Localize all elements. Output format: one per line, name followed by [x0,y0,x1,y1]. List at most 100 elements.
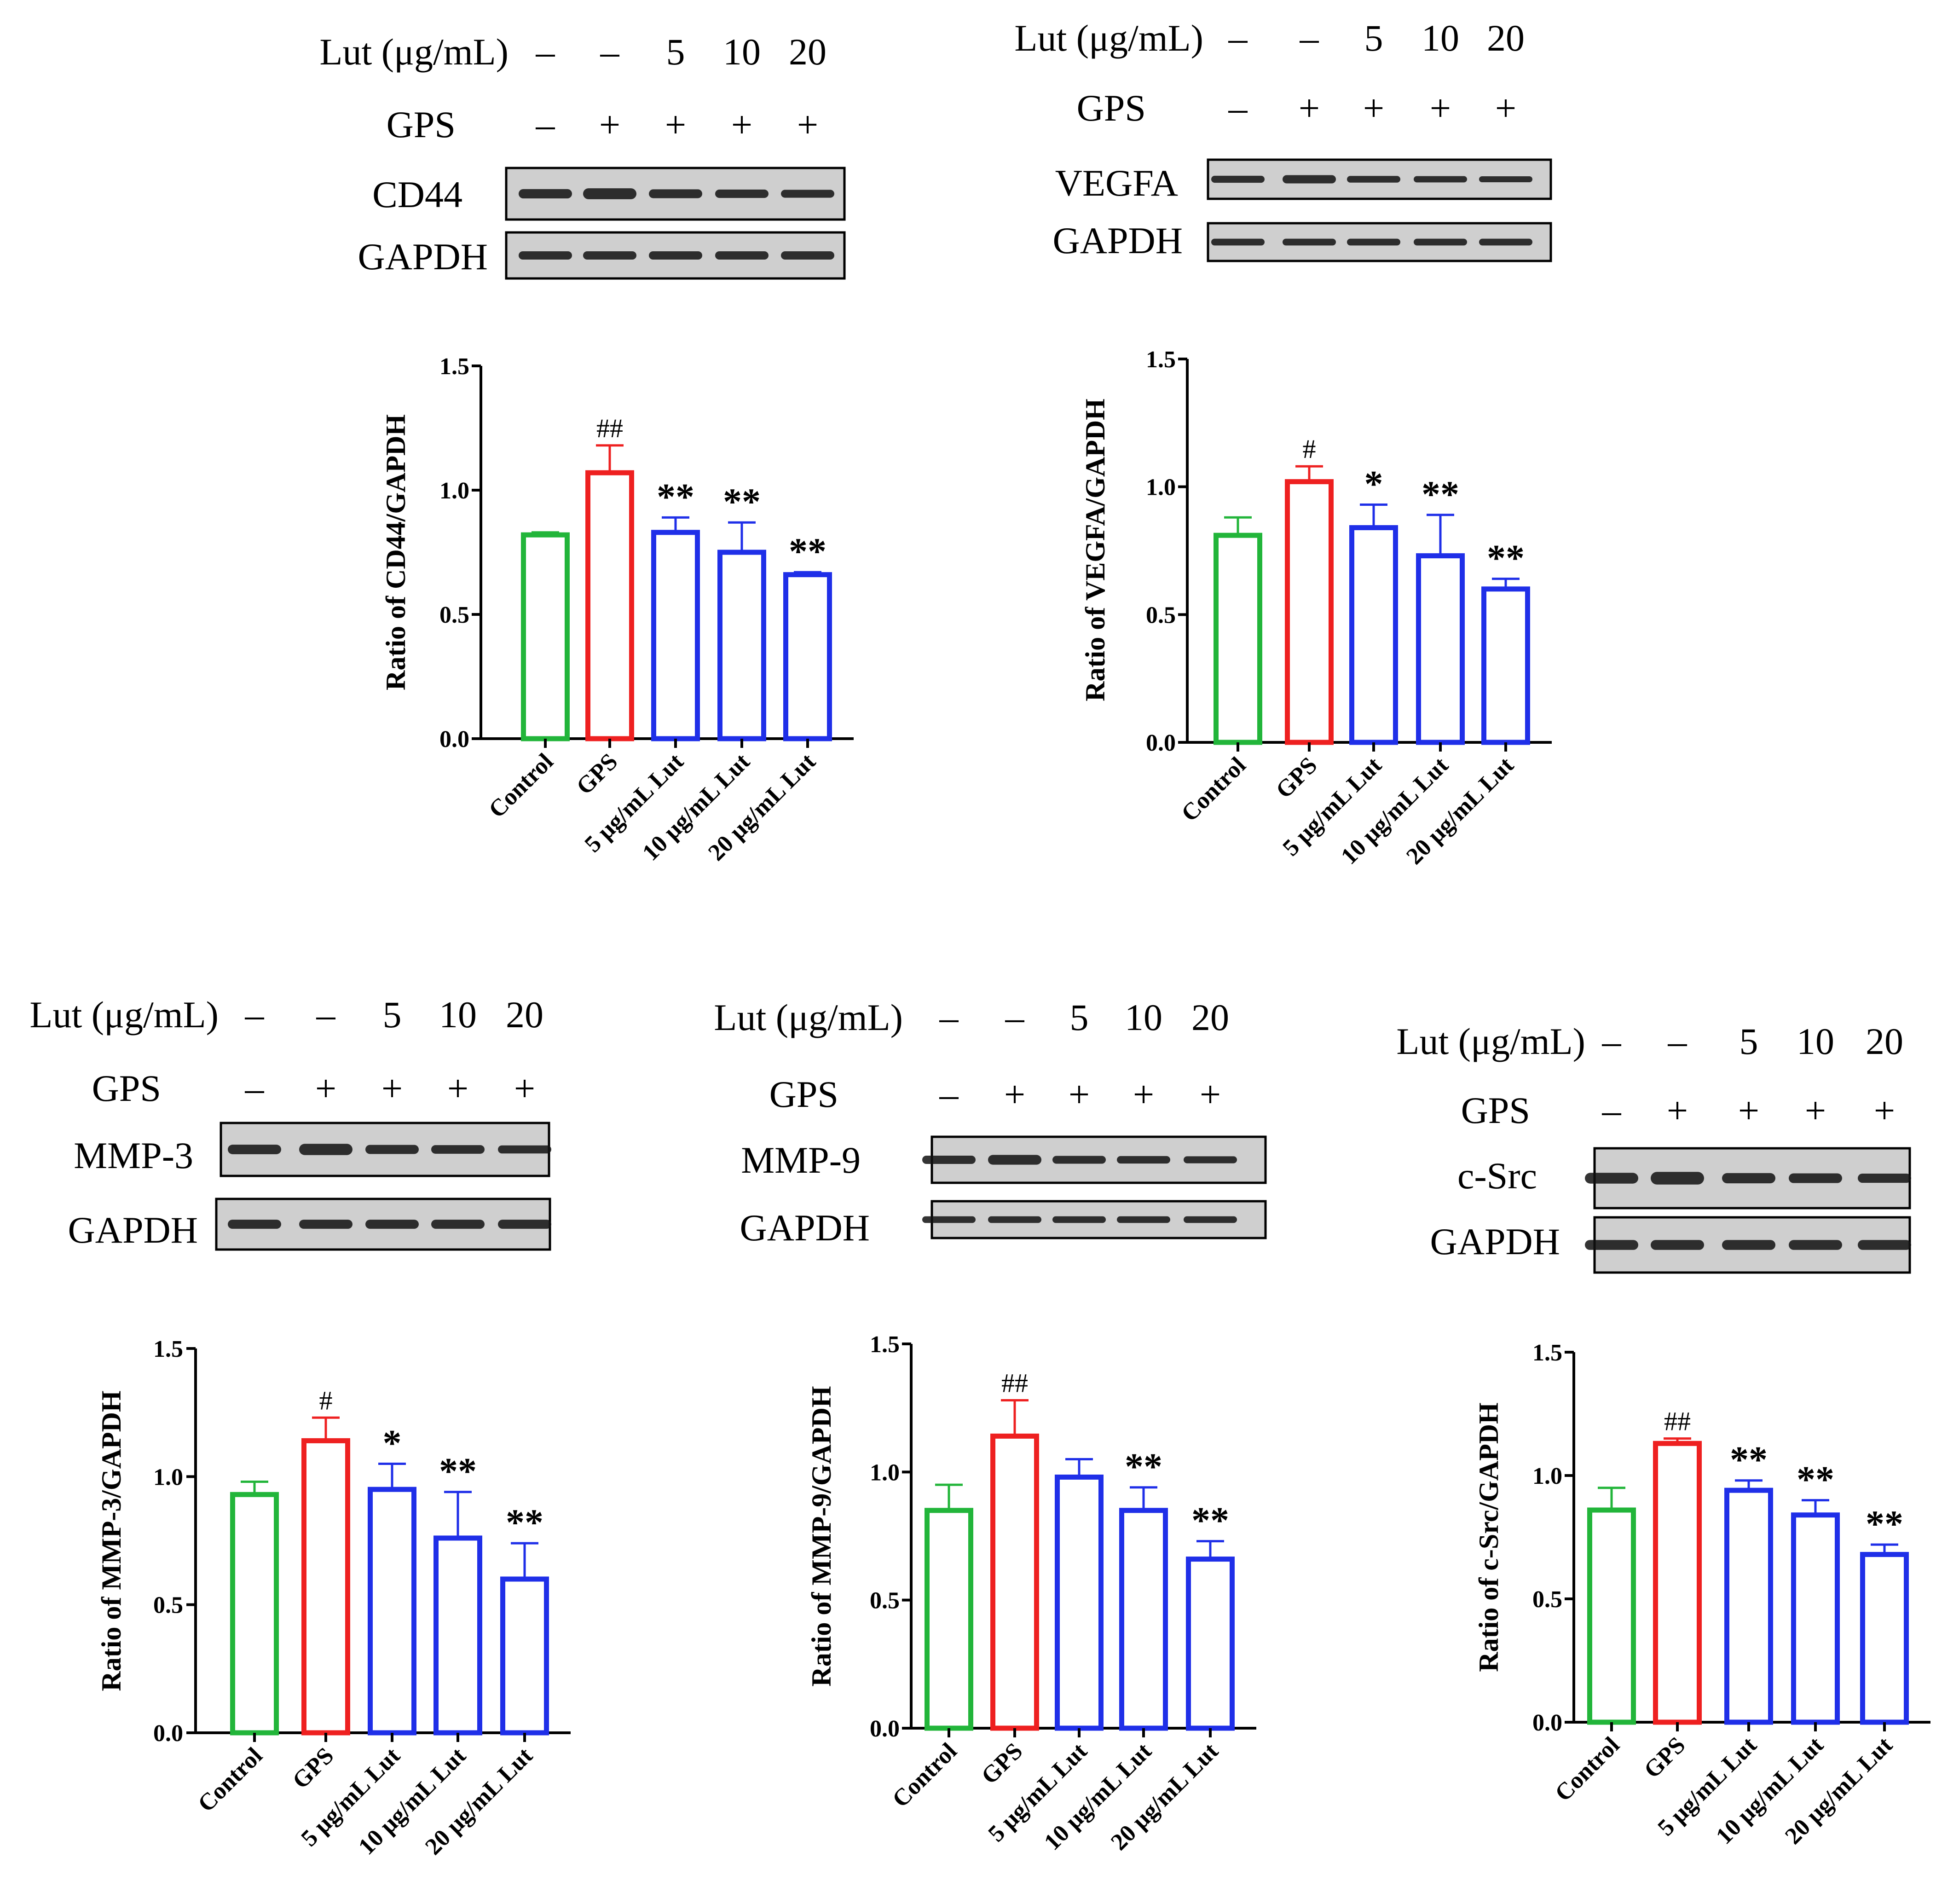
gps-header-label: GPS [769,1073,838,1115]
lut-dose-mark: 10 [1797,1020,1834,1062]
protein-label: MMP-3 [74,1134,193,1176]
gps-mark: + [1495,87,1516,129]
bar-control [521,532,570,741]
significance-marker: ** [1487,537,1525,579]
blot-band [228,1145,281,1154]
blot-band [299,1144,353,1155]
bar-20-g-ml-lut [1481,586,1530,745]
bar-10-g-ml-lut [1791,1512,1840,1725]
y-tick-label: 1.5 [153,1336,183,1362]
protein-blot [1593,1147,1911,1210]
bar-gps [1285,479,1334,745]
blot-band [1117,1216,1170,1223]
lut-dose-mark: 20 [506,994,543,1036]
y-tick-label: 0.5 [439,602,469,628]
lut-dose-mark: 10 [1125,996,1162,1038]
lut-header-label: Lut (μg/mL) [29,994,219,1036]
blot-band [431,1145,485,1154]
bar-control [230,1492,279,1736]
y-tick-label: 0.0 [439,726,469,752]
loading-control-label: GAPDH [68,1209,198,1251]
blot-band [1052,1156,1106,1164]
y-tick-label: 0.0 [870,1716,900,1742]
bar-20-g-ml-lut [1186,1557,1235,1731]
gps-mark: + [797,104,818,145]
significance-marker: # [319,1385,333,1415]
significance-marker: ** [723,480,761,522]
blot-band [228,1220,281,1229]
bar-20-g-ml-lut [783,572,832,741]
gps-mark: + [1738,1089,1759,1131]
blot-band [519,251,572,260]
lut-dose-mark: 5 [383,994,402,1036]
gps-mark: + [447,1067,468,1109]
lut-header-label: Lut (μg/mL) [714,996,903,1038]
bar-control [1587,1507,1636,1725]
blot-band [715,251,769,260]
gps-mark: + [381,1067,403,1109]
blot-band [1651,1240,1704,1250]
bar-5-g-ml-lut [368,1487,416,1736]
gps-mark: + [1069,1073,1090,1115]
bar-control [1214,532,1262,745]
blot-band [988,1216,1041,1223]
blot-band [1414,238,1467,246]
blot-band [1722,1240,1775,1250]
blot-band [922,1156,976,1164]
gps-mark: – [939,1073,959,1115]
y-tick-label: 0.5 [1532,1586,1562,1613]
blot-band [1347,238,1400,246]
significance-marker: ## [596,413,623,443]
gps-header-label: GPS [387,104,456,145]
blot-band [431,1220,485,1229]
blot-band [1858,1240,1911,1250]
bar-10-g-ml-lut [717,550,766,741]
gps-mark: – [536,104,555,145]
y-axis-title: Ratio of MMP-9/GAPDH [806,1386,837,1686]
significance-marker: # [1303,434,1316,464]
lut-dose-mark: 5 [666,31,685,73]
y-tick-label: 0.5 [1146,602,1176,628]
gps-mark: + [1430,87,1451,129]
blot-band [498,1145,551,1154]
gps-mark: – [245,1067,265,1109]
bar-control [925,1508,973,1731]
blot-band [365,1145,419,1154]
gps-mark: + [1667,1089,1688,1131]
blot-band [1585,1173,1638,1184]
bar-5-g-ml-lut [1724,1487,1773,1725]
protein-label: CD44 [372,174,462,215]
significance-marker: ** [1422,473,1459,515]
bar-5-g-ml-lut [1349,525,1398,745]
lut-dose-mark: 10 [1422,17,1459,59]
blot-band [1184,1156,1237,1163]
protein-label: VEGFA [1055,162,1178,204]
blot-band [649,189,702,198]
significance-marker: ** [1797,1458,1834,1500]
gps-header-label: GPS [92,1067,161,1109]
blot-band [988,1155,1041,1165]
protein-label: MMP-9 [741,1139,861,1181]
gps-mark: + [514,1067,535,1109]
blot-band [1585,1240,1638,1250]
blot-band [1722,1173,1775,1184]
gps-mark: + [1133,1073,1154,1115]
significance-marker: ** [1866,1503,1903,1545]
significance-marker: ** [506,1501,543,1543]
lut-dose-mark: 20 [1866,1020,1903,1062]
blot-band [583,251,636,260]
lut-dose-mark: – [1300,17,1319,59]
blot-band [1211,238,1265,246]
significance-marker: ## [1001,1368,1028,1398]
y-tick-label: 0.0 [153,1720,183,1747]
blot-band [519,189,572,199]
blot-band [365,1220,419,1229]
bar-5-g-ml-lut [651,530,700,741]
y-axis-title: Ratio of CD44/GAPDH [381,414,411,690]
y-axis-title: Ratio of VEGFA/GAPDH [1080,399,1110,701]
gps-header-label: GPS [1077,87,1146,129]
gps-mark: + [1805,1089,1826,1131]
significance-marker: ** [439,1450,477,1492]
lut-dose-mark: 10 [723,31,761,73]
gps-mark: + [599,104,620,145]
